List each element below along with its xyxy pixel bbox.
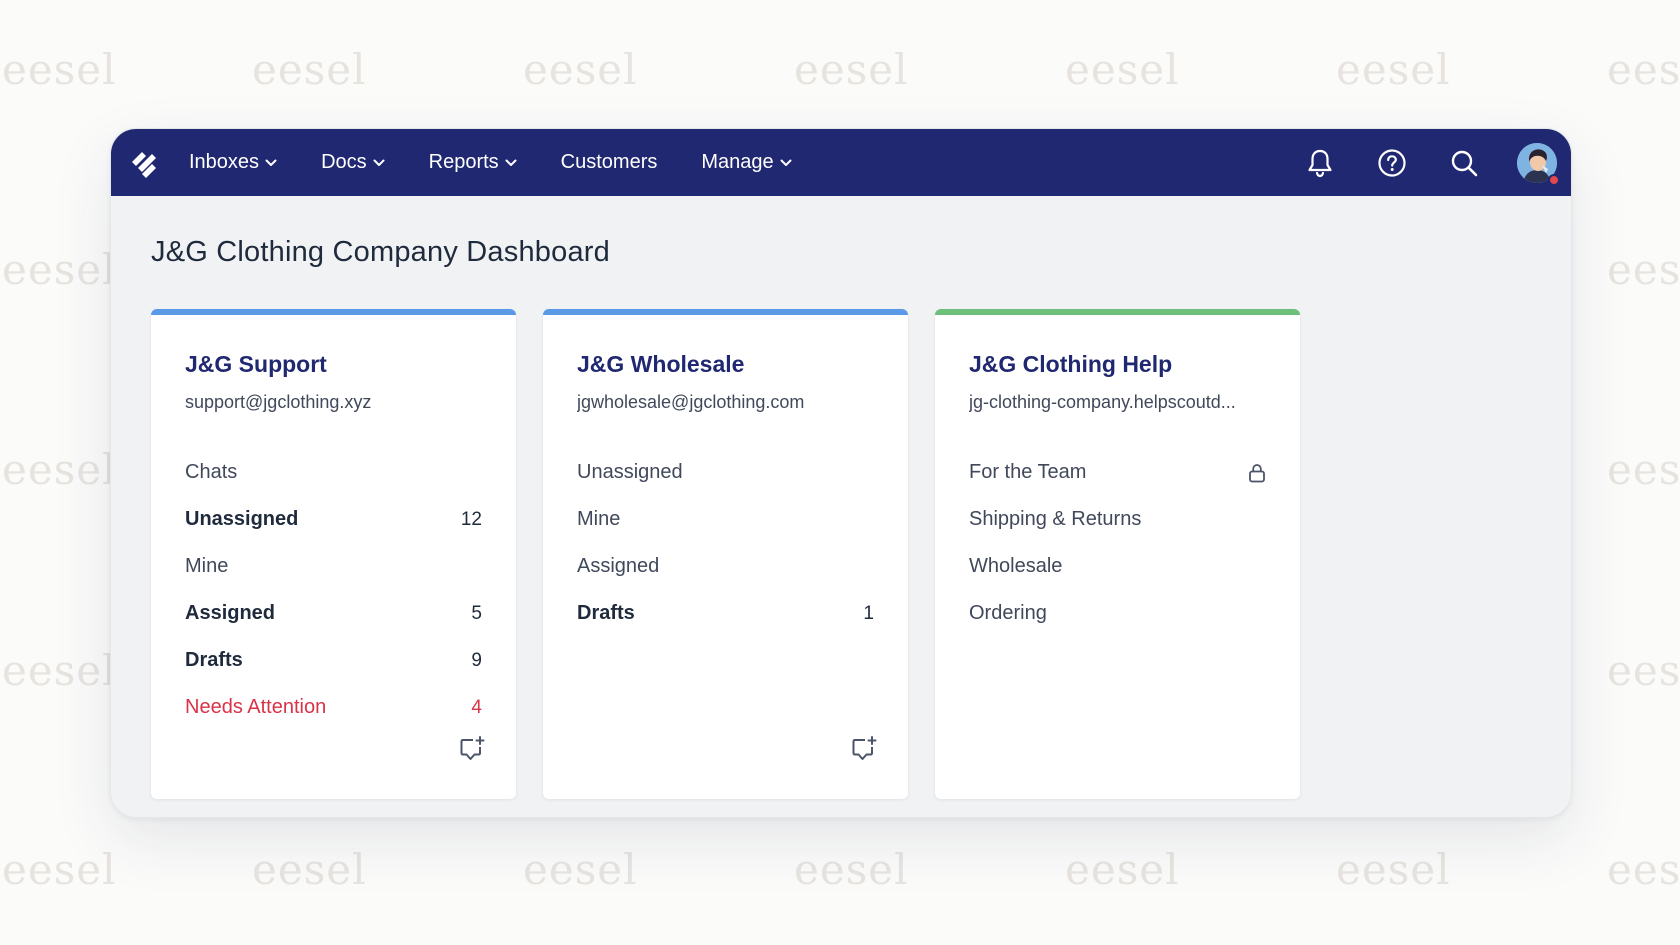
folder-label: Chats [185,461,238,483]
mailbox-card-wholesale: J&G Wholesale jgwholesale@jgclothing.com… [543,309,908,799]
help-icon[interactable] [1375,146,1409,180]
folder-label: Mine [577,508,621,530]
collection-label: For the Team [969,461,1087,483]
watermark-text: eesel [523,845,638,894]
nav-inboxes-label: Inboxes [189,151,260,173]
chevron-down-icon [505,159,517,167]
new-chat-icon[interactable] [458,735,486,763]
folder-needs-attention[interactable]: Needs Attention 4 [185,684,482,731]
nav-docs[interactable]: Docs [321,129,385,196]
mailbox-email: support@jgclothing.xyz [185,392,372,412]
watermark-text: eesel [523,45,638,94]
nav-reports-label: Reports [428,151,499,173]
nav-docs-label: Docs [321,151,367,173]
folder-unassigned[interactable]: Unassigned [577,449,874,496]
watermark-text: eesel [2,245,117,294]
docs-site-name[interactable]: J&G Clothing Help [969,351,1173,377]
mailbox-email: jgwholesale@jgclothing.com [577,392,805,412]
folder-label: Unassigned [185,508,299,530]
folder-label: Drafts [577,602,635,624]
collection-ordering[interactable]: Ordering [969,590,1266,637]
folder-count: 9 [471,649,482,671]
folder-mine[interactable]: Mine [185,543,482,590]
folder-assigned[interactable]: Assigned [577,543,874,590]
docs-site-url: jg-clothing-company.helpscoutd... [969,392,1236,412]
new-chat-icon[interactable] [850,735,878,763]
bell-icon[interactable] [1303,146,1337,180]
folder-drafts[interactable]: Drafts 9 [185,637,482,684]
nav-customers-label: Customers [560,151,658,173]
collection-for-the-team[interactable]: For the Team [969,449,1266,496]
nav-reports[interactable]: Reports [429,129,517,196]
mailbox-name[interactable]: J&G Wholesale [577,351,745,377]
watermark-text: eesel [1607,45,1680,94]
watermark-text: eesel [794,845,909,894]
nav-manage-label: Manage [701,151,774,173]
mailbox-card-support: J&G Support support@jgclothing.xyz Chats… [151,309,516,799]
collection-label: Ordering [969,602,1047,624]
watermark-text: eesel [1607,845,1680,894]
chevron-down-icon [265,159,277,167]
lock-icon [1248,463,1266,483]
watermark-text: eesel [252,845,367,894]
watermark-text: eesel [1607,646,1680,695]
watermark-text: eesel [2,445,117,494]
folder-count: 12 [460,508,482,530]
folder-label: Needs Attention [185,696,327,718]
chevron-down-icon [373,159,385,167]
folder-label: Assigned [185,602,276,624]
top-navbar: Inboxes Docs Reports Customers [111,129,1571,196]
watermark-text: eesel [1607,445,1680,494]
watermark-text: eesel [1336,45,1451,94]
folder-label: Unassigned [577,461,683,483]
watermark-text: eesel [2,646,117,695]
folder-label: Drafts [185,649,243,671]
logo-icon[interactable] [127,146,161,180]
avatar[interactable] [1517,142,1560,186]
watermark-text: eesel [252,45,367,94]
docs-card-clothing-help: J&G Clothing Help jg-clothing-company.he… [935,309,1300,799]
folder-count: 5 [471,602,482,624]
folder-label: Assigned [577,555,660,577]
folder-label: Mine [185,555,229,577]
watermark-text: eesel [1336,845,1451,894]
watermark-text: eesel [1065,45,1180,94]
mailbox-name[interactable]: J&G Support [185,351,327,377]
watermark-text: eesel [2,45,117,94]
folder-count: 4 [471,696,482,718]
collection-label: Wholesale [969,555,1063,577]
watermark-text: eesel [1607,245,1680,294]
folder-mine[interactable]: Mine [577,496,874,543]
nav-manage[interactable]: Manage [701,129,792,196]
search-icon[interactable] [1447,146,1481,180]
status-dot [1548,173,1560,186]
app-window: Inboxes Docs Reports Customers [110,128,1572,818]
nav-inboxes[interactable]: Inboxes [189,129,277,196]
collection-shipping-returns[interactable]: Shipping & Returns [969,496,1266,543]
collection-label: Shipping & Returns [969,508,1142,530]
watermark-text: eesel [1065,845,1180,894]
folder-assigned[interactable]: Assigned 5 [185,590,482,637]
watermark-text: eesel [794,45,909,94]
folder-drafts[interactable]: Drafts 1 [577,590,874,637]
folder-unassigned[interactable]: Unassigned 12 [185,496,482,543]
watermark-text: eesel [2,845,117,894]
chevron-down-icon [780,159,792,167]
nav-customers[interactable]: Customers [561,129,658,196]
folder-chats[interactable]: Chats [185,449,482,496]
page-title: J&G Clothing Company Dashboard [151,236,610,268]
folder-count: 1 [863,602,874,624]
collection-wholesale[interactable]: Wholesale [969,543,1266,590]
